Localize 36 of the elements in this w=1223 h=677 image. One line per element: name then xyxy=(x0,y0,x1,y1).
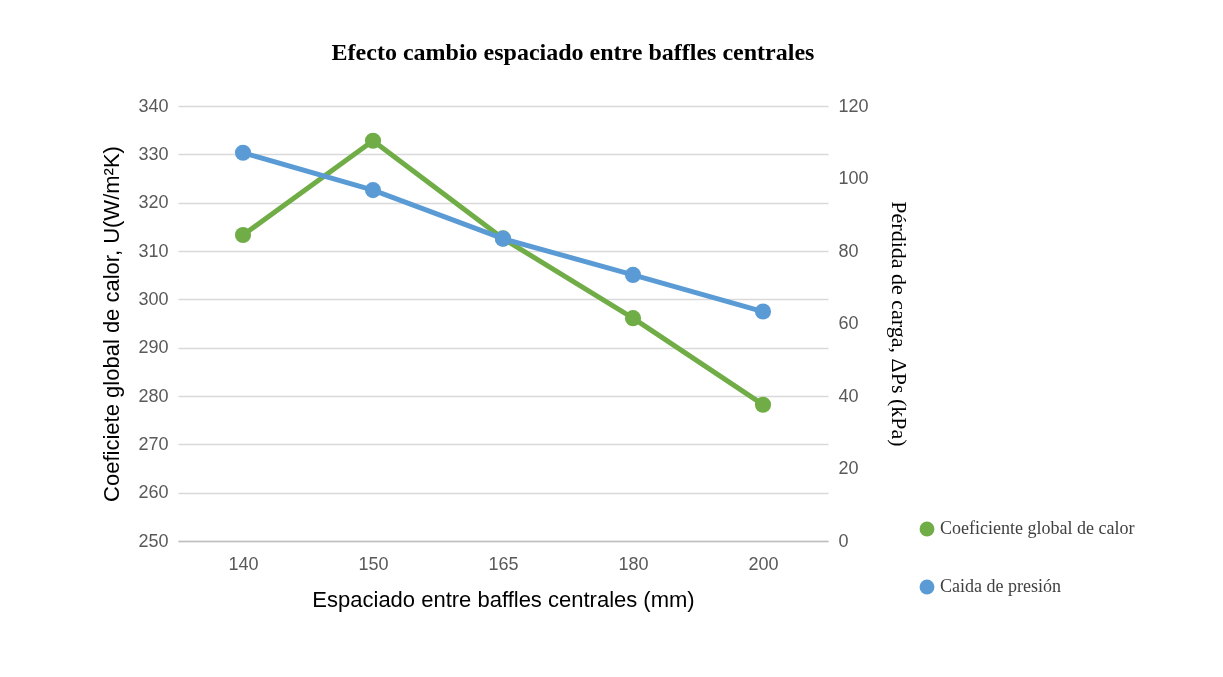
point xyxy=(754,396,772,413)
point xyxy=(364,132,382,149)
y2-tick-label: 40 xyxy=(838,385,859,406)
y-tick-label: 330 xyxy=(138,143,169,164)
chart-title: Efecto cambio espaciado entre baffles centrales xyxy=(331,39,815,65)
y2-tick-label: 0 xyxy=(838,530,849,551)
point xyxy=(364,182,382,199)
point xyxy=(234,144,252,161)
y-tick-label: 270 xyxy=(138,433,169,454)
y2-tick-label: 100 xyxy=(838,168,869,188)
y-tick-label: 260 xyxy=(138,482,169,503)
x-tick-label: 150 xyxy=(358,553,389,574)
y-tick-label: 320 xyxy=(138,192,169,213)
y-axis-title: Coeficiete global de calor, U(W/m²K) xyxy=(99,146,125,502)
x-axis-title: Espaciado entre baffles centrales (mm) xyxy=(312,586,695,612)
y-tick-label: 340 xyxy=(138,95,169,116)
y-tick-label: 290 xyxy=(138,337,169,358)
x-tick-label: 140 xyxy=(228,553,259,574)
y2-tick-label: 20 xyxy=(838,458,859,478)
point xyxy=(234,227,252,244)
y-tick-label: 310 xyxy=(138,240,169,261)
point xyxy=(754,303,772,320)
y2-tick-label: 120 xyxy=(838,95,869,116)
x-tick-label: 200 xyxy=(748,553,779,574)
y2-tick-label: 60 xyxy=(838,313,859,333)
legend-label: Coeficiente global de calor xyxy=(940,518,1135,538)
y-tick-label: 280 xyxy=(138,385,169,406)
x-tick-label: 180 xyxy=(618,553,649,574)
legend-label: Caida de presión xyxy=(940,576,1061,596)
point xyxy=(624,310,642,327)
y2-tick-label: 80 xyxy=(838,240,859,261)
point xyxy=(624,266,642,283)
y-tick-label: 300 xyxy=(138,288,169,309)
y-tick-label: 250 xyxy=(138,530,169,551)
x-tick-label: 165 xyxy=(488,553,519,574)
y2-axis-title: Pérdida de carga, ΔPs (kPa) xyxy=(886,201,912,447)
